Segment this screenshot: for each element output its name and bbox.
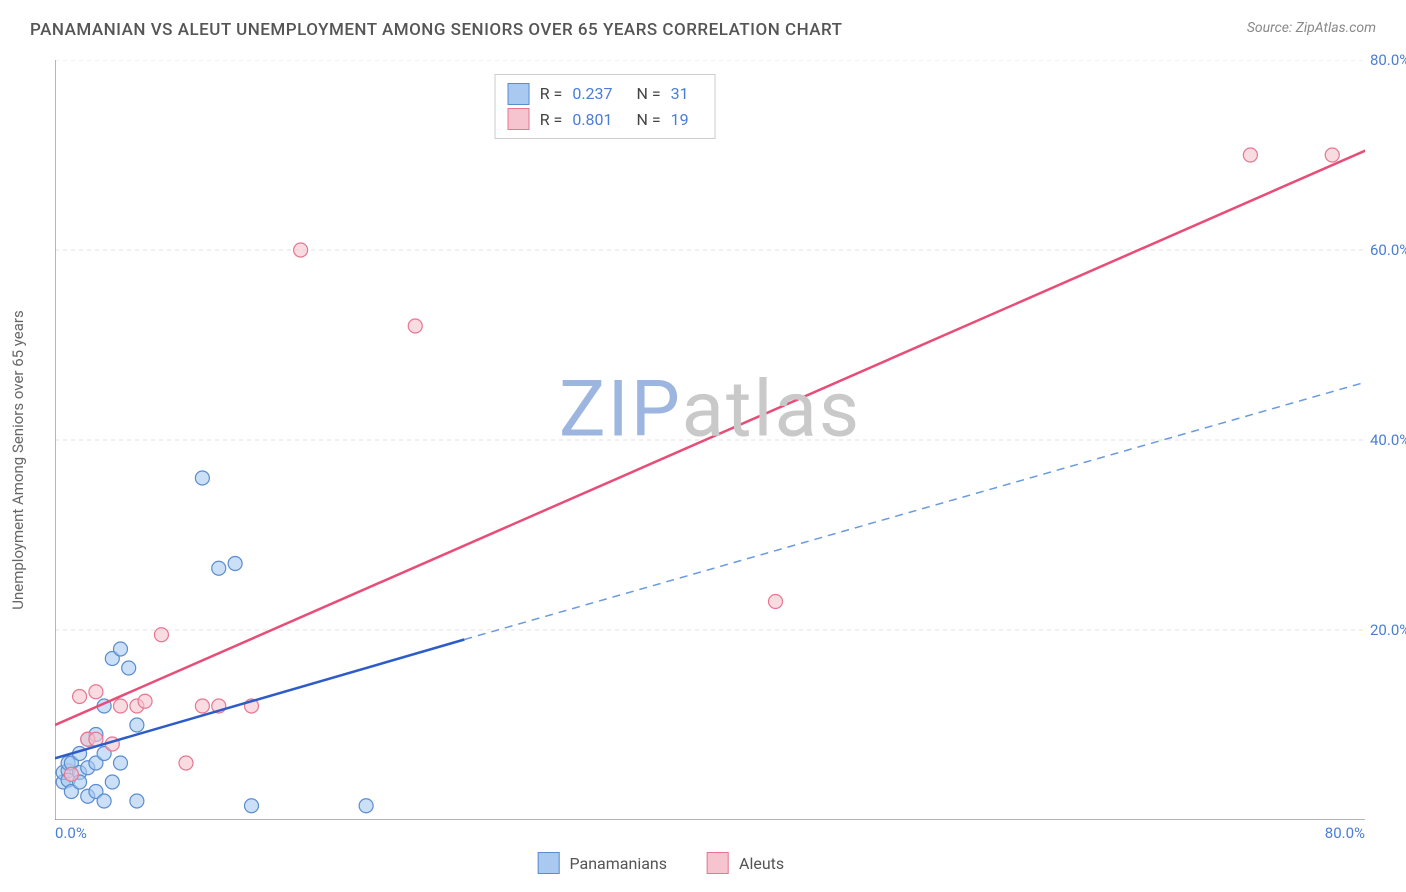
y-tick-label: 40.0% — [1370, 431, 1406, 449]
r-label: R = — [540, 81, 563, 107]
legend-item-panamanians: Panamanians — [537, 852, 667, 874]
x-tick-label: 80.0% — [1325, 824, 1365, 842]
plot-area: ZIPatlas R = 0.237 N = 31 R = 0.801 N = … — [55, 60, 1365, 820]
r-value-pan: 0.237 — [572, 81, 612, 107]
x-axis-ticks: 0.0% 80.0% — [55, 824, 1365, 844]
legend-label-pan: Panamanians — [569, 854, 667, 873]
n-value-ale: 19 — [671, 107, 689, 133]
swatch-aleuts — [707, 852, 729, 874]
swatch-panamanians — [508, 83, 530, 105]
r-label: R = — [540, 107, 563, 133]
source-label: Source: ZipAtlas.com — [1247, 20, 1376, 36]
legend-label-ale: Aleuts — [739, 854, 784, 873]
n-label: N = — [637, 107, 661, 133]
chart-area: Unemployment Among Seniors over 65 years… — [0, 50, 1406, 870]
series-legend: Panamanians Aleuts — [537, 852, 784, 874]
legend-row-aleuts: R = 0.801 N = 19 — [508, 107, 703, 133]
chart-title: PANAMANIAN VS ALEUT UNEMPLOYMENT AMONG S… — [30, 20, 843, 40]
y-tick-label: 20.0% — [1370, 621, 1406, 639]
swatch-aleuts — [508, 108, 530, 130]
legend-row-panamanians: R = 0.237 N = 31 — [508, 81, 703, 107]
swatch-panamanians — [537, 852, 559, 874]
r-value-ale: 0.801 — [572, 107, 612, 133]
n-value-pan: 31 — [671, 81, 689, 107]
y-tick-label: 80.0% — [1370, 51, 1406, 69]
y-tick-label: 60.0% — [1370, 241, 1406, 259]
y-axis-ticks: 20.0%40.0%60.0%80.0% — [1370, 60, 1406, 820]
scatter-plot-svg — [55, 60, 1365, 820]
x-tick-label: 0.0% — [55, 824, 87, 842]
y-axis-label: Unemployment Among Seniors over 65 years — [9, 310, 27, 609]
correlation-legend: R = 0.237 N = 31 R = 0.801 N = 19 — [495, 74, 716, 139]
n-label: N = — [637, 81, 661, 107]
header: PANAMANIAN VS ALEUT UNEMPLOYMENT AMONG S… — [0, 0, 1406, 50]
legend-item-aleuts: Aleuts — [707, 852, 784, 874]
